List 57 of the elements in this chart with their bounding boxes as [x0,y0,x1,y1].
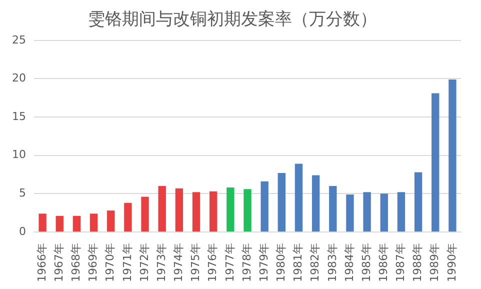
bar [38,214,46,232]
bar [329,186,337,232]
bar [414,172,422,232]
y-tick-label: 20 [12,72,26,85]
bar [56,216,64,232]
x-tick-label: 1976年 [206,243,220,282]
x-tick-label: 1988年 [411,243,424,282]
x-tick-label: 1979年 [257,243,270,282]
y-tick-label: 10 [12,148,26,162]
bar [244,189,252,232]
x-tick-label: 1977年 [223,243,236,282]
y-tick-label: 5 [18,186,26,200]
x-tick-label: 1970年 [104,243,117,282]
bar [380,194,388,232]
x-tick-label: 1981年 [292,243,305,282]
x-tick-label: 1966年 [35,243,48,282]
bar [192,192,200,232]
x-tick-label: 1982年 [308,243,322,282]
bar [294,164,303,232]
x-tick-label: 1983年 [326,243,339,282]
x-tick-label: 1967年 [52,243,66,282]
bar [72,216,81,232]
bar [124,202,132,232]
x-tick-label: 1985年 [360,243,373,282]
x-tick-label: 1984年 [342,243,356,282]
y-tick-label: 15 [12,110,26,123]
x-tick-label: 1974年 [172,243,186,282]
bar [175,188,184,232]
bar [312,175,320,232]
chart-title: 雯铬期间与改铜初期发案率（万分数） [88,10,377,30]
x-tick-label: 1987年 [394,243,408,282]
x-tick-label: 1990年 [445,243,458,282]
y-tick-label: 0 [18,224,26,238]
bar [278,172,286,232]
x-tick-label: 1980年 [274,243,288,282]
bar [432,93,440,232]
bar [260,181,268,232]
x-tick-label: 1969年 [86,243,100,282]
bar [158,186,166,232]
x-tick-label: 1968年 [70,243,83,282]
x-tick-label: 1986年 [377,243,390,282]
bar [226,188,234,232]
bar [448,79,456,232]
x-tick-label: 1972年 [138,243,151,282]
bar [346,194,354,232]
bar [209,191,218,232]
x-tick-label: 1973年 [154,243,168,282]
x-tick-label: 1978年 [240,243,254,282]
x-tick-label: 1989年 [428,243,442,282]
bar [363,192,371,232]
bar [90,214,98,232]
y-tick-label: 25 [12,33,26,46]
bar [141,196,149,232]
bar [397,192,406,232]
x-tick-label: 1971年 [120,243,134,282]
bar [107,210,115,232]
x-tick-label: 1975年 [189,243,202,282]
